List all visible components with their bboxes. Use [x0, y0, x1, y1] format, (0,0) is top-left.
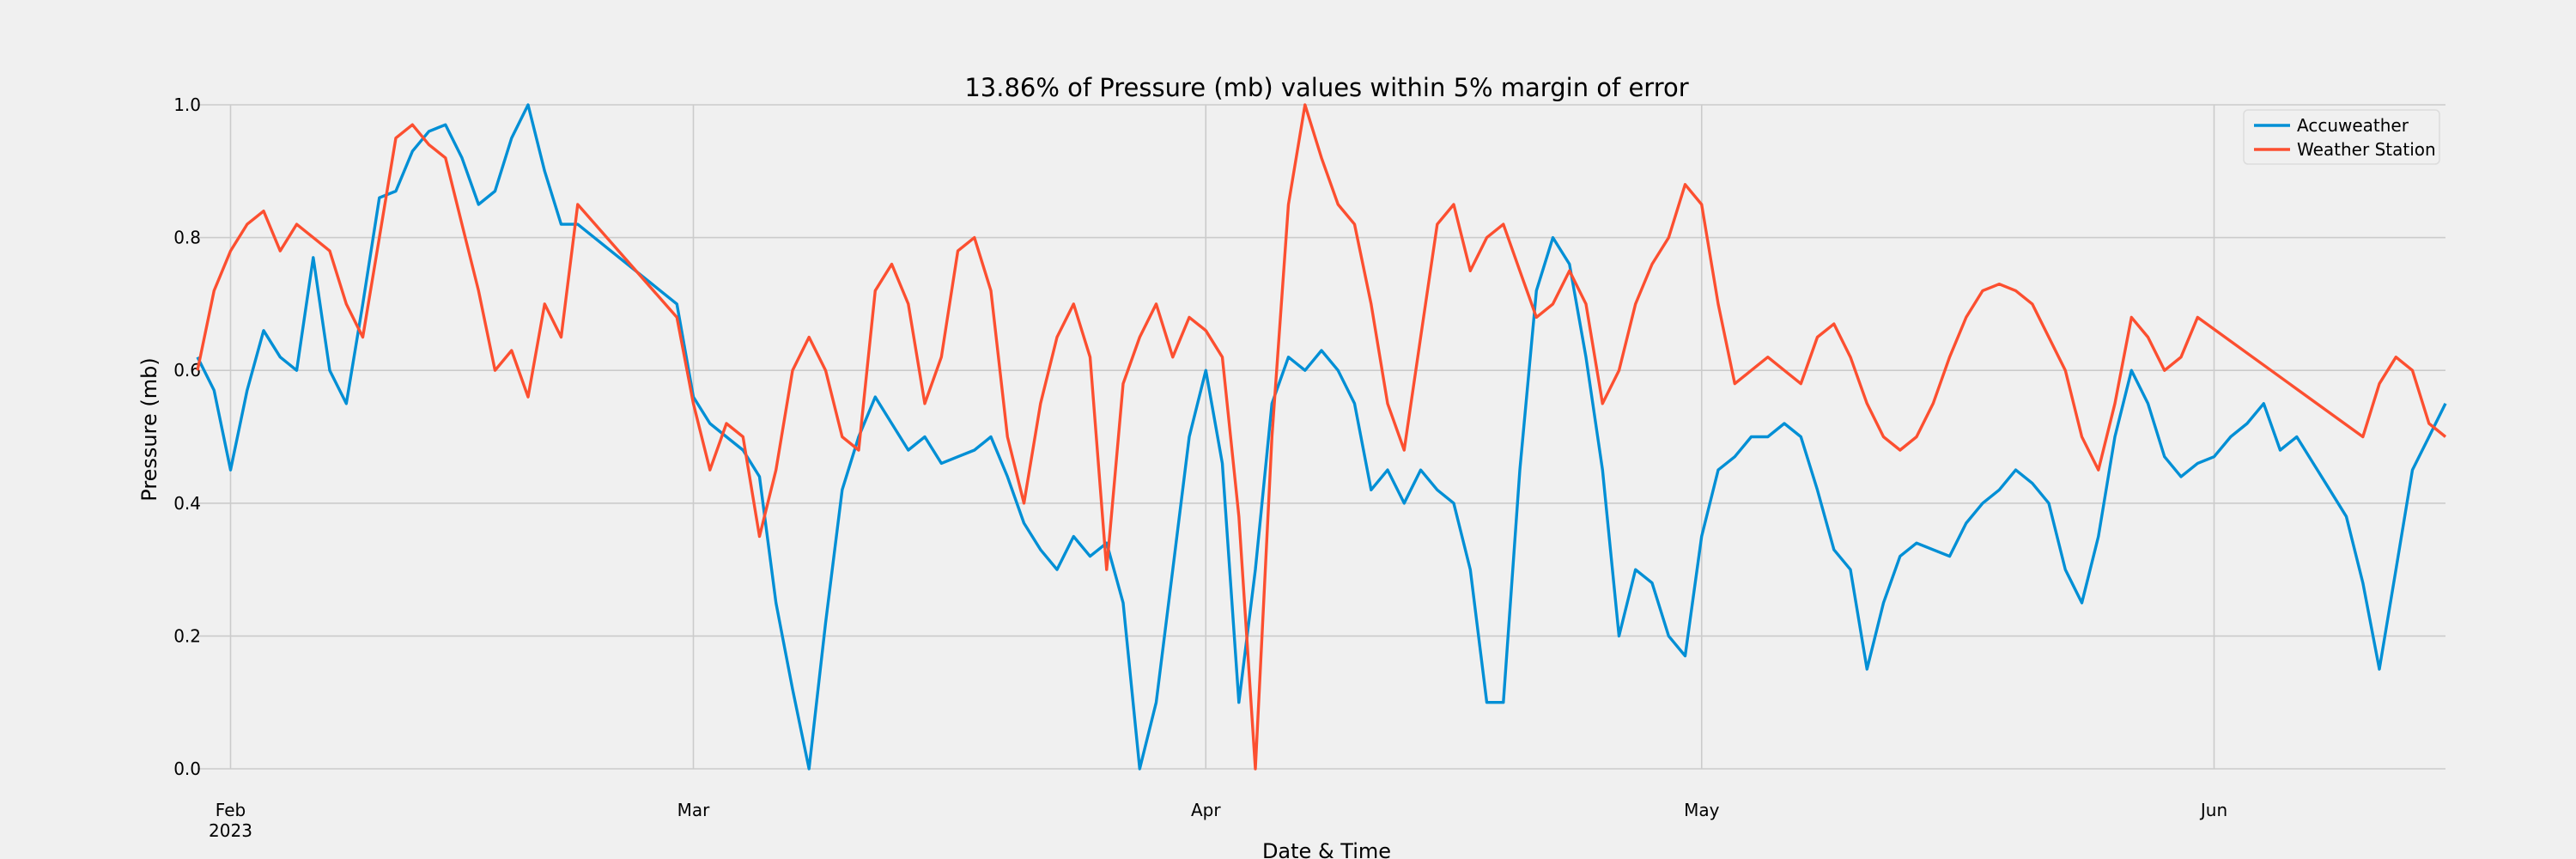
- series-lines: [196, 103, 2447, 771]
- legend-box: [2243, 109, 2440, 165]
- legend-label: Accuweather: [2297, 115, 2409, 136]
- legend: Accuweather Weather Station: [2243, 109, 2440, 165]
- y-tick-label: 0.2: [173, 625, 201, 646]
- x-tick-label: Jun: [2199, 800, 2227, 820]
- x-tick-label: Apr: [1191, 800, 1221, 820]
- y-tick-label: 0.4: [173, 493, 201, 514]
- x-tick-label: May: [1684, 800, 1720, 820]
- y-axis-label: Pressure (mb): [137, 357, 161, 501]
- y-tick-label: 0.6: [173, 360, 201, 381]
- x-axis-label: Date & Time: [1262, 839, 1391, 859]
- x-tick-label: Feb: [216, 800, 246, 820]
- y-tick-labels: 0.0 0.2 0.4 0.6 0.8 1.0: [173, 94, 201, 779]
- series-line-accuweather: [196, 103, 2447, 771]
- x-tick-label: Mar: [677, 800, 711, 820]
- series-line-weather-station: [196, 103, 2447, 771]
- y-tick-label: 0.8: [173, 228, 201, 248]
- chart-title: 13.86% of Pressure (mb) values within 5%…: [964, 73, 1688, 102]
- legend-label: Weather Station: [2297, 139, 2436, 160]
- y-tick-label: 0.0: [173, 758, 201, 779]
- y-tick-label: 1.0: [173, 94, 201, 115]
- x-tick-sublabel: 2023: [209, 820, 252, 841]
